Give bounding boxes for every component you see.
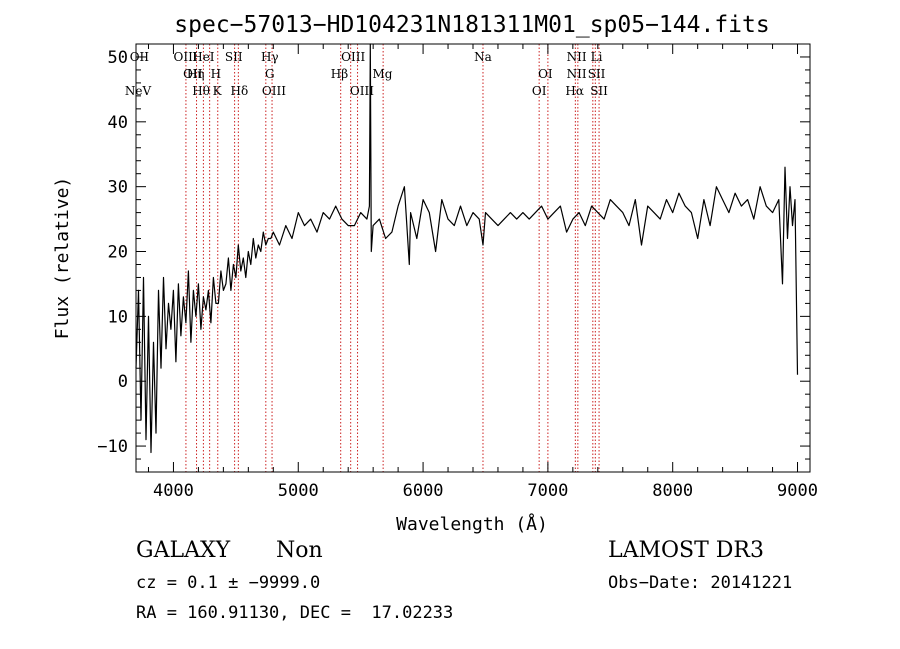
line-label: Na [474, 50, 492, 64]
x-tick-label: 5000 [278, 481, 319, 501]
y-tick-label: 0 [118, 372, 128, 392]
chart-title: spec−57013−HD104231N181311M01_sp05−144.f… [174, 12, 769, 38]
x-tick-label: 7000 [527, 481, 568, 501]
object-class: GALAXY [136, 538, 231, 563]
y-tick-label: 20 [108, 243, 128, 263]
line-label: OI [538, 67, 553, 81]
line-label: NII [567, 50, 587, 64]
line-label: K [213, 84, 223, 98]
line-label: OI [532, 84, 547, 98]
line-label: Mg [373, 67, 393, 81]
line-label: OIII [174, 50, 198, 64]
y-tick-label: 30 [108, 178, 128, 198]
line-label: Hβ [331, 67, 348, 81]
y-tick-label: −10 [97, 437, 128, 457]
line-label: OIII [350, 84, 374, 98]
line-label: G [265, 67, 275, 81]
spectrum-series [135, 43, 799, 454]
line-label: NII [567, 67, 587, 81]
line-label: Li [591, 50, 603, 64]
survey-name: LAMOST DR3 [608, 538, 764, 563]
x-axis-label: Wavelength (Å) [396, 513, 548, 535]
y-axis-ticks: −10 0 10 20 30 40 50 [97, 43, 810, 473]
emission-line-markers [185, 44, 600, 472]
line-label: OIII [341, 50, 365, 64]
line-label: Hδ [230, 84, 248, 98]
line-label: SII [588, 67, 606, 81]
x-axis-ticks: 4000 5000 6000 7000 8000 9000 [147, 44, 818, 501]
line-label: OII [183, 67, 203, 81]
object-subclass: Non [276, 538, 323, 563]
x-tick-label: 4000 [153, 481, 194, 501]
line-label: Hγ [261, 50, 279, 64]
spectrum-line [135, 43, 799, 454]
y-tick-label: 10 [108, 307, 128, 327]
x-tick-label: 9000 [777, 481, 818, 501]
obs-date: Obs−Date: 20141221 [608, 573, 793, 593]
line-label: HeI [192, 50, 215, 64]
line-label: SII [225, 50, 243, 64]
y-tick-label: 50 [108, 48, 128, 68]
line-label: NeV [125, 84, 152, 98]
y-axis-label: Flux (relative) [52, 177, 73, 340]
line-label: Hα [565, 84, 584, 98]
line-label: Hη [187, 67, 205, 81]
x-tick-label: 8000 [652, 481, 693, 501]
coordinates: RA = 160.91130, DEC = 17.02233 [136, 603, 454, 623]
x-tick-label: 6000 [403, 481, 444, 501]
line-label: SII [590, 84, 608, 98]
line-label: OIII [262, 84, 286, 98]
line-label: Hθ [192, 84, 210, 98]
y-tick-label: 40 [108, 113, 128, 133]
line-label: H [211, 67, 221, 81]
redshift-readout: cz = 0.1 ± −9999.0 [136, 573, 321, 593]
